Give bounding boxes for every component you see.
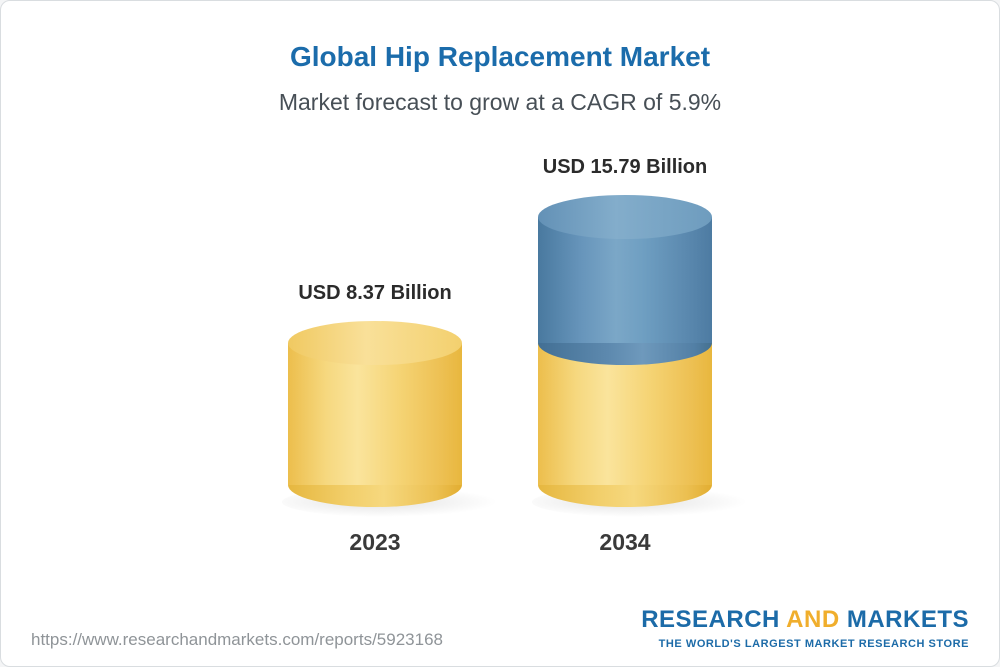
brand-word-markets: MARKETS <box>846 606 969 633</box>
bar-chart: USD 8.37 Billion 2023 USD 15.79 Billion … <box>1 136 999 556</box>
bar-group-2023: USD 8.37 Billion 2023 <box>282 281 498 556</box>
blue-segment-top <box>538 194 712 239</box>
chart-subtitle: Market forecast to grow at a CAGR of 5.9… <box>278 89 722 115</box>
value-label-2023: USD 8.37 Billion <box>298 281 452 304</box>
cylinder-2034 <box>532 194 748 518</box>
report-url: https://www.researchandmarkets.com/repor… <box>31 630 443 649</box>
category-label-2034: 2034 <box>599 529 651 555</box>
value-label-2034: USD 15.79 Billion <box>542 155 708 178</box>
footer: https://www.researchandmarkets.com/repor… <box>31 606 969 650</box>
category-label-2023: 2023 <box>349 529 401 555</box>
gold-segment-top <box>288 320 462 365</box>
gold-segment-body <box>288 342 462 485</box>
gold-segment-body <box>538 342 712 485</box>
brand-tagline: THE WORLD'S LARGEST MARKET RESEARCH STOR… <box>658 638 969 650</box>
bar-group-2034: USD 15.79 Billion 2034 <box>532 155 748 556</box>
cylinder-2023 <box>282 320 498 518</box>
brand-logo: RESEARCH AND MARKETS THE WORLD'S LARGEST… <box>641 606 969 650</box>
brand-word-research: RESEARCH <box>641 606 780 633</box>
brand-word-and: AND <box>786 606 840 633</box>
chart-title: Global Hip Replacement Market <box>289 41 711 72</box>
brand-wordmark: RESEARCH AND MARKETS <box>641 606 969 634</box>
